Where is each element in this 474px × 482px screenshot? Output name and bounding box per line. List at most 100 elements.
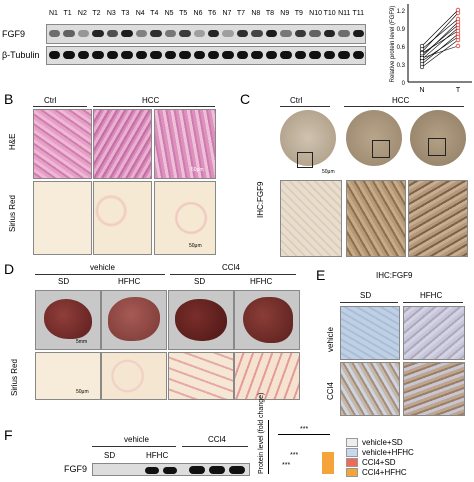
a-plot-ytick: 0 (402, 81, 406, 87)
tubulin-band (179, 51, 191, 59)
fgf9-band (193, 30, 205, 37)
b-sirius-hcc2-image: 50μm (154, 181, 216, 255)
tubulin-band (352, 51, 364, 59)
fgf9-band (280, 30, 292, 37)
e-hfhc-line (403, 302, 463, 303)
f-sig-3: *** (282, 462, 291, 469)
a-plot-t-point (455, 16, 461, 22)
lane-label: T8 (265, 10, 274, 17)
d-sirius-hfhc-vehicle (101, 352, 167, 400)
d-hfhc2-label: HFHC (250, 277, 273, 286)
tubulin-band (338, 51, 350, 59)
f-y-axis (268, 420, 269, 474)
lane-label: T10 (323, 10, 336, 17)
a-plot-t-point (455, 34, 461, 40)
tubulin-band (265, 51, 278, 59)
tubulin-row-label: β-Tubulin (2, 50, 40, 60)
f-legend-swatch (346, 468, 358, 478)
tubulin-band (150, 51, 162, 59)
b-scale-1: 50μm (191, 167, 204, 173)
a-plot-t-point (455, 22, 461, 28)
a-plot-ytick: 0.9 (397, 27, 406, 33)
c-hcc2-zoom-image (408, 180, 468, 257)
d-sd1-label: SD (58, 277, 70, 286)
f-bar-ccl4-hfhc (322, 452, 334, 474)
f-sd-label: SD (104, 451, 116, 460)
c-hcc-line (344, 106, 464, 107)
d-liver-hfhc-ccl4 (234, 290, 300, 350)
tubulin-band (280, 51, 292, 59)
lane-label: N11 (338, 10, 351, 17)
lane-label: T2 (92, 10, 101, 17)
fgf9-band (222, 30, 234, 37)
tubulin-band (236, 51, 249, 59)
lane-label: N4 (135, 10, 145, 17)
a-plot-xtick: T (456, 87, 461, 94)
a-plot-xtick: N (419, 87, 424, 94)
e-title: IHC:FGF9 (376, 271, 413, 280)
a-plot-pair-line (421, 21, 459, 58)
b-hcc-label: HCC (142, 96, 160, 105)
lane-label: N3 (106, 10, 116, 17)
fgf9-band (49, 30, 61, 37)
e-ccl4-hfhc-image (403, 362, 465, 416)
tubulin-band (164, 51, 177, 59)
f-legend-swatch (346, 458, 358, 468)
panel-c-letter: C (240, 91, 251, 107)
lane-label: T6 (208, 10, 217, 17)
f-vehicle-label: vehicle (124, 435, 149, 444)
fgf9-band (63, 30, 75, 37)
b-ctrl-line (33, 106, 87, 107)
fgf9-row-label: FGF9 (2, 29, 26, 39)
d-ccl4-label: CCl4 (222, 263, 240, 272)
f-legend-label: vehicle+HFHC (362, 448, 414, 458)
b-sirius-ctrl-image (33, 181, 92, 255)
tubulin-band (92, 51, 104, 59)
fgf9-band (251, 30, 263, 37)
a-plot-n-point (419, 64, 425, 70)
tubulin-band (49, 51, 61, 59)
a-plot-n-point (419, 55, 425, 61)
a-plot-pair-line (421, 18, 459, 50)
e-hfhc-label: HFHC (420, 291, 443, 300)
e-sd-line (340, 302, 398, 303)
d-liver-sd-vehicle: 5mm (35, 290, 101, 350)
tubulin-band (309, 51, 321, 59)
d-ccl4-line (170, 274, 296, 275)
d-sirius-label: Sirius Red (10, 359, 19, 396)
fgf9-paired-plot: 1.2 0.9 0.6 0.3 0 N T Relative protein level (F… (390, 4, 472, 94)
f-hfhc-label: HFHC (146, 451, 169, 460)
c-zoom-box-2 (372, 140, 390, 158)
tubulin-band (323, 51, 336, 59)
fgf9-blot (46, 24, 366, 44)
fgf9-band (208, 30, 220, 37)
d-scale-liver: 5mm (76, 339, 88, 345)
lane-label: N1 (49, 10, 58, 17)
panel-f-letter: F (4, 427, 13, 443)
c-hcc1-zoom-image (346, 180, 406, 257)
f-ccl4-line (182, 446, 248, 447)
d-vehicle-label: vehicle (90, 263, 115, 272)
a-plot-pair-line (421, 12, 459, 53)
f-legend-item: CCl4+SD (346, 454, 396, 472)
b-he-hcc2-image: 50μm (154, 109, 216, 179)
a-plot-pair-line (421, 30, 459, 54)
tubulin-band (106, 51, 119, 59)
tubulin-band (294, 51, 307, 59)
d-sirius-hfhc-ccl4 (234, 352, 300, 400)
a-plot-ytick: 0.3 (397, 63, 406, 69)
f-sig-1: *** (300, 426, 309, 433)
b-scale-2: 50μm (189, 243, 202, 249)
lane-label: T3 (121, 10, 130, 17)
fgf9-band (265, 30, 278, 37)
fgf9-band (294, 30, 307, 37)
tubulin-band (121, 51, 133, 59)
f-legend-item: vehicle+SD (346, 434, 403, 452)
f-legend-swatch (346, 438, 358, 448)
e-ccl4-label: CCl4 (326, 382, 335, 400)
d-liver-sd-ccl4 (168, 290, 234, 350)
f-fgf9-blot (92, 463, 250, 476)
e-vehicle-sd-image (340, 306, 400, 360)
lane-label: N6 (193, 10, 203, 17)
a-plot-pair-line (421, 36, 459, 62)
